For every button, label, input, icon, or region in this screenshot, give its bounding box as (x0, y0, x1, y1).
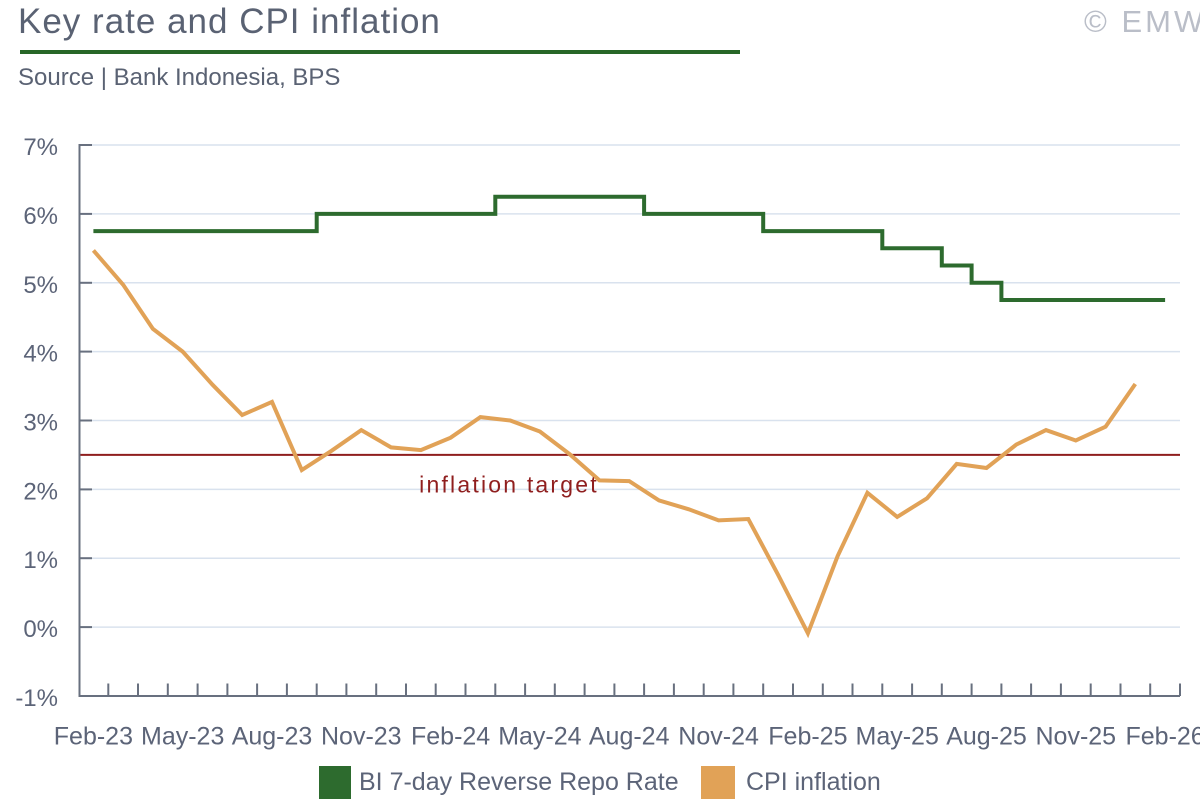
svg-text:May-25: May-25 (856, 723, 939, 751)
svg-text:4%: 4% (23, 341, 58, 368)
svg-text:Aug-23: Aug-23 (232, 723, 313, 751)
svg-text:Feb-24: Feb-24 (411, 723, 490, 751)
svg-text:1%: 1% (23, 547, 58, 574)
svg-text:0%: 0% (23, 616, 58, 643)
svg-text:3%: 3% (23, 410, 58, 437)
svg-text:-1%: -1% (15, 685, 58, 712)
svg-text:2%: 2% (23, 478, 58, 505)
svg-text:Feb-26: Feb-26 (1125, 723, 1200, 751)
svg-text:Feb-23: Feb-23 (54, 723, 133, 751)
svg-text:5%: 5% (23, 272, 58, 299)
svg-text:BI 7-day Reverse Repo Rate: BI 7-day Reverse Repo Rate (359, 768, 679, 796)
svg-text:Nov-24: Nov-24 (678, 723, 759, 751)
svg-text:Aug-24: Aug-24 (589, 723, 670, 751)
svg-text:6%: 6% (23, 203, 58, 230)
svg-text:CPI inflation: CPI inflation (746, 768, 881, 796)
svg-text:May-24: May-24 (498, 723, 581, 751)
svg-text:May-23: May-23 (141, 723, 224, 751)
svg-text:7%: 7% (23, 134, 58, 161)
svg-text:Nov-25: Nov-25 (1036, 723, 1117, 751)
svg-text:inflation target: inflation target (419, 472, 599, 498)
svg-text:Nov-23: Nov-23 (321, 723, 402, 751)
svg-text:Feb-25: Feb-25 (768, 723, 847, 751)
svg-text:Aug-25: Aug-25 (946, 723, 1027, 751)
